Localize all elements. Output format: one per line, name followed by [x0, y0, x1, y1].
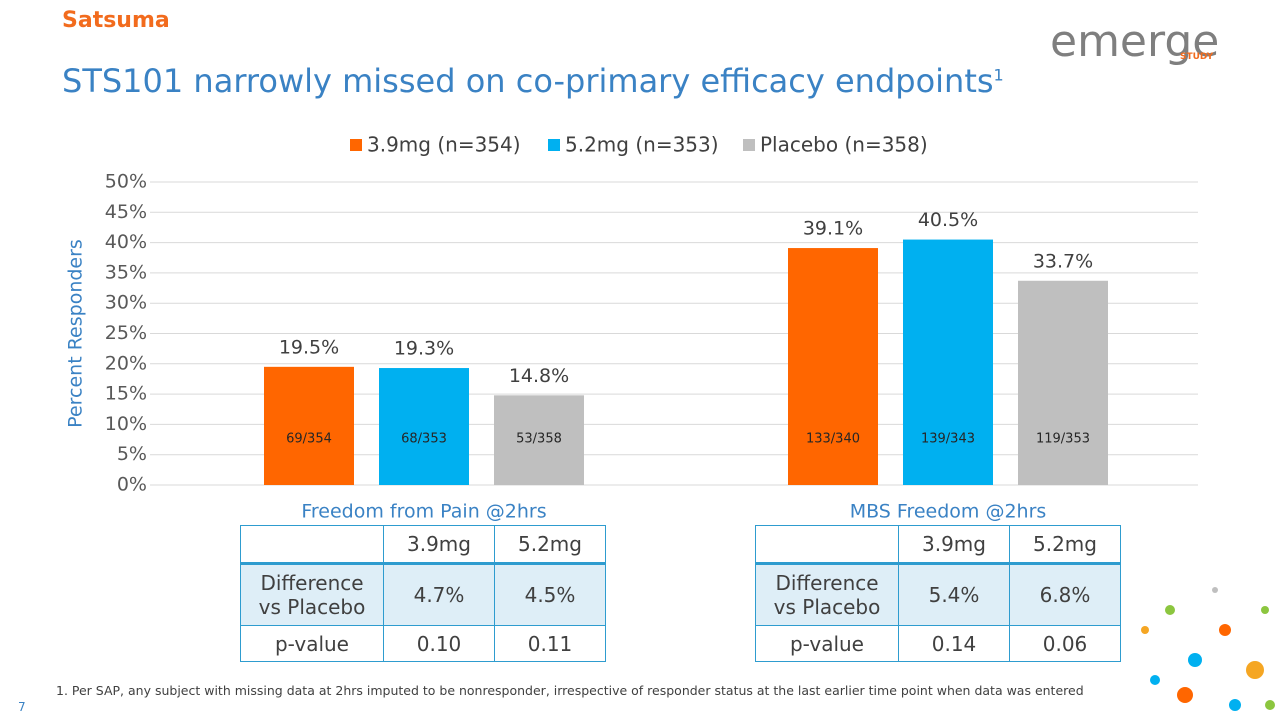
title-note: 1 — [993, 65, 1004, 85]
count-label: 69/354 — [286, 432, 332, 447]
value-label: 40.5% — [918, 209, 978, 231]
header-cell: 3.9mg — [898, 525, 1010, 565]
header-cell: 3.9mg — [383, 525, 495, 565]
corner-cell — [755, 525, 899, 565]
cell: 5.4% — [898, 563, 1010, 626]
y-tick-label: 15% — [105, 383, 147, 405]
y-tick-label: 35% — [105, 261, 147, 283]
value-label: 33.7% — [1033, 250, 1093, 272]
cell: 0.06 — [1009, 625, 1121, 662]
value-label: 19.3% — [394, 338, 454, 360]
count-label: 133/340 — [806, 432, 860, 447]
chart: 0% 5% 10% 15% 20% 25% 30% 35% 40% 45% 50% Percent R… — [65, 133, 1198, 523]
company-logo: Satsuma — [62, 8, 170, 33]
y-axis-label: Percent Responders — [65, 239, 87, 428]
bar — [903, 239, 993, 485]
y-tick-label: 5% — [117, 443, 147, 465]
cell: 4.5% — [494, 563, 606, 626]
value-label: 14.8% — [509, 365, 569, 387]
legend-label: 5.2mg (n=353) — [565, 133, 719, 157]
row-label: p-value — [240, 625, 384, 662]
cell: 0.11 — [494, 625, 606, 662]
y-tick-label: 10% — [105, 413, 147, 435]
corner-cell — [240, 525, 384, 565]
bar — [788, 248, 878, 485]
bar — [264, 366, 354, 485]
stat-table: 3.9mg 5.2mg Difference vs Placebo 5.4% 6.8%… — [755, 525, 1121, 662]
y-tick-label: 30% — [105, 292, 147, 314]
row-label: Difference vs Placebo — [755, 563, 899, 626]
y-tick-label: 0% — [117, 474, 147, 496]
legend-label: Placebo (n=358) — [760, 133, 928, 157]
stat-table: 3.9mg 5.2mg Difference vs Placebo 4.7% 4.5%… — [240, 525, 606, 662]
slide-title: STS101 narrowly missed on co-primary eff… — [62, 62, 1004, 100]
title-text: STS101 narrowly missed on co-primary eff… — [62, 62, 994, 100]
cell: 6.8% — [1009, 563, 1121, 626]
legend-label: 3.9mg (n=354) — [367, 133, 521, 157]
study-logo: emerge — [1050, 16, 1220, 67]
cell: 0.14 — [898, 625, 1010, 662]
y-tick-label: 40% — [105, 231, 147, 253]
header-cell: 5.2mg — [494, 525, 606, 565]
y-tick-label: 50% — [105, 171, 147, 193]
legend-swatch — [350, 139, 362, 151]
study-logo-subtitle: STUDY — [1180, 52, 1214, 62]
header-cell: 5.2mg — [1009, 525, 1121, 565]
value-label: 19.5% — [279, 336, 339, 358]
row-label: Difference vs Placebo — [240, 563, 384, 626]
decoration — [1141, 587, 1275, 711]
cell: 4.7% — [383, 563, 495, 626]
value-label: 39.1% — [803, 218, 863, 240]
x-tick-label: MBS Freedom @2hrs — [850, 501, 1047, 523]
count-label: 139/343 — [921, 432, 975, 447]
bar — [379, 368, 469, 485]
row-label: p-value — [755, 625, 899, 662]
bar — [1018, 280, 1108, 485]
count-label: 68/353 — [401, 432, 447, 447]
footnote: 1. Per SAP, any subject with missing dat… — [56, 683, 1084, 698]
page-number: 7 — [18, 700, 26, 714]
legend-swatch — [743, 139, 755, 151]
y-tick-label: 45% — [105, 201, 147, 223]
x-tick-label: Freedom from Pain @2hrs — [301, 501, 546, 523]
legend-swatch — [548, 139, 560, 151]
cell: 0.10 — [383, 625, 495, 662]
bar — [494, 395, 584, 485]
y-tick-label: 25% — [105, 322, 147, 344]
count-label: 53/358 — [516, 432, 562, 447]
y-tick-label: 20% — [105, 352, 147, 374]
count-label: 119/353 — [1036, 432, 1090, 447]
